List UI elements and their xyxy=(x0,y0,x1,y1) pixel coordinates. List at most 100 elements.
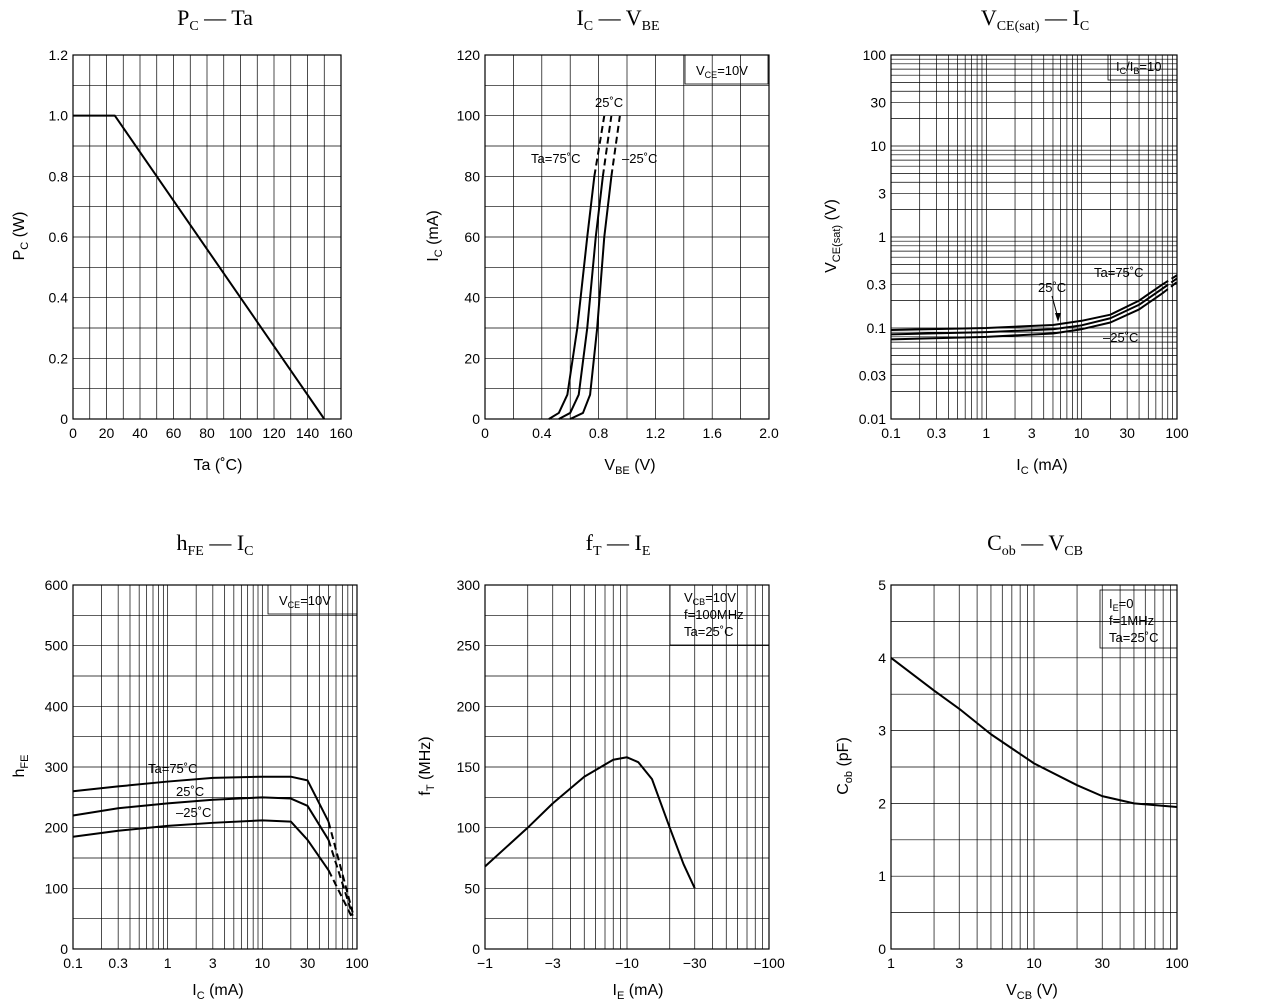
ft-ie-ytick-label: 50 xyxy=(464,880,480,896)
vcesat-ic-ytick-label: 0.03 xyxy=(859,368,886,384)
cob-vcb-title: Cob — VCB xyxy=(987,530,1083,559)
ic-vbe-frame xyxy=(484,54,770,420)
pc-ta-xtick-label: 40 xyxy=(132,425,148,441)
hfe-ic-series-25c-line-dashed xyxy=(327,839,354,916)
ic-vbe-series-ta75c-line xyxy=(548,176,596,420)
ft-ie-plot: −1 −3 −10 −30 −100 0 50 100 150 200 250 300 xyxy=(457,577,785,971)
hfe-ic-xtick-label: 0.1 xyxy=(63,955,83,971)
hfe-ic-ytick-label: 600 xyxy=(45,577,69,593)
ic-vbe-ylabel: IC (mA) xyxy=(425,210,445,262)
vcesat-ic-ytick-label: 100 xyxy=(863,47,887,63)
pc-ta-xtick-label: 120 xyxy=(262,425,286,441)
ic-vbe-series--25c-line xyxy=(569,176,613,420)
svg-text:VCE=10V: VCE=10V xyxy=(279,593,331,610)
ft-ie-xtick-label: −3 xyxy=(545,955,561,971)
hfe-ic-ytick-label: 0 xyxy=(60,941,68,957)
ic-vbe-ytick-label: 40 xyxy=(464,290,480,306)
pc-ta-ytick-label: 1.0 xyxy=(49,108,69,124)
ft-ie-ytick-label: 200 xyxy=(457,698,481,714)
pc-ta-xtick-label: 100 xyxy=(229,425,253,441)
ft-ie-xtick-label: −1 xyxy=(477,955,493,971)
svg-text:VCB=10V: VCB=10V xyxy=(684,590,736,607)
ft-ie-ytick-label: 300 xyxy=(457,577,481,593)
vcesat-ic-series-ta75c-line xyxy=(890,283,1163,332)
cob-vcb-xtick-label: 10 xyxy=(1026,955,1042,971)
hfe-ic-series-25c-line xyxy=(72,796,330,841)
vce-ic-ylabel: VCE(sat) (V) xyxy=(823,199,843,273)
hfe-ic-ytick-label: 100 xyxy=(45,880,69,896)
pc-ta-xtick-label: 60 xyxy=(166,425,182,441)
ic-vbe-xtick-label: 0.4 xyxy=(532,425,552,441)
pc-ta-xtick-label: 0 xyxy=(69,425,77,441)
ic-vbe-label-25: 25˚C xyxy=(595,95,623,110)
vcesat-ic-series--25c-line-dashed xyxy=(1161,281,1178,295)
ic-vbe-xtick-label: 2.0 xyxy=(759,425,779,441)
vce-ic-xlabel: IC (mA) xyxy=(1016,457,1068,477)
hfe-ic-series--25c-line-dashed xyxy=(327,869,354,920)
ft-ie-ytick-label: 250 xyxy=(457,638,481,654)
ft-ie-xtick-label: −10 xyxy=(615,955,639,971)
vcesat-ic-ytick-label: 0.1 xyxy=(867,320,887,336)
ic-vbe-series-25c-line xyxy=(558,176,604,420)
cob-vcb-xlabel: VCB (V) xyxy=(1006,982,1058,1002)
pc-ta-ytick-label: 0.8 xyxy=(49,168,69,184)
pc-ta-series-0-line xyxy=(73,114,326,420)
vcesat-ic-xtick-label: 100 xyxy=(1165,425,1189,441)
hfe-ic-series-ta75c-line-dashed xyxy=(327,821,354,913)
cob-vcb-ytick-label: 0 xyxy=(878,941,886,957)
hfe-ic-series-ta75c-line xyxy=(72,775,330,823)
pc-ta-xtick-label: 140 xyxy=(296,425,320,441)
vcesat-ic-frame xyxy=(890,54,1178,420)
svg-text:f=1MHz: f=1MHz xyxy=(1109,613,1154,628)
vcesat-ic-xtick-label: 30 xyxy=(1119,425,1135,441)
pc-ta-xlabel: Ta (˚C) xyxy=(194,457,243,474)
ic-vbe-xtick-label: 1.2 xyxy=(646,425,666,441)
cob-vcb-xtick-label: 30 xyxy=(1094,955,1110,971)
ic-vbe-title: IC — VBE xyxy=(576,5,659,34)
cob-vcb-xtick-label: 3 xyxy=(955,955,963,971)
ft-ie-series-0-line xyxy=(484,756,696,889)
svg-text:IE=0: IE=0 xyxy=(1109,596,1133,613)
cob-vcb-frame xyxy=(890,584,1178,950)
hfe-ic-xtick-label: 10 xyxy=(255,955,271,971)
hfe-ic-ytick-label: 200 xyxy=(45,820,69,836)
vcesat-ic-ytick-label: 0.01 xyxy=(859,411,886,427)
vcesat-ic-xtick-label: 10 xyxy=(1074,425,1090,441)
ic-vbe-ytick-label: 80 xyxy=(464,168,480,184)
hfe-ic-ylabel: hFE xyxy=(11,755,31,778)
ic-vbe-xtick-label: 1.6 xyxy=(702,425,722,441)
ic-vbe-ytick-label: 100 xyxy=(457,108,481,124)
vce-ic-label-75: Ta=75˚C xyxy=(1094,265,1144,280)
pc-ta-xtick-label: 160 xyxy=(329,425,353,441)
vcesat-ic-series-25c-line-dashed xyxy=(1161,277,1178,290)
cob-vcb-ytick-label: 2 xyxy=(878,795,886,811)
svg-text:Ta=25˚C: Ta=25˚C xyxy=(684,624,734,639)
ic-vbe-ytick-label: 60 xyxy=(464,229,480,245)
cob-vcb-legend: IE=0 f=1MHz Ta=25˚C xyxy=(1099,589,1178,649)
vcesat-ic-ytick-label: 30 xyxy=(870,95,886,111)
pc-ta-xtick-label: 20 xyxy=(99,425,115,441)
hfe-ic-ytick-label: 300 xyxy=(45,759,69,775)
pc-ta-ytick-label: 0.2 xyxy=(49,350,69,366)
hfe-ic-series--25c-line xyxy=(72,819,330,871)
hfe-ic-xtick-label: 0.3 xyxy=(108,955,128,971)
ft-ie-xtick-label: −30 xyxy=(683,955,707,971)
cob-vcb-xtick-label: 100 xyxy=(1165,955,1189,971)
hfe-ic-xtick-label: 1 xyxy=(164,955,172,971)
vcesat-ic-xtick-label: 0.3 xyxy=(927,425,947,441)
hfe-ic-label-m25: –25˚C xyxy=(176,805,211,820)
hfe-ic-plot: 0.1 0.3 1 3 10 30 100 0 100 200 300 400 500 600 xyxy=(45,577,369,971)
vcesat-ic-xtick-label: 3 xyxy=(1028,425,1036,441)
hfe-ic-title: hFE — IC xyxy=(176,530,253,559)
ft-ie-ytick-label: 100 xyxy=(457,820,481,836)
ic-vbe-label-m25: –25˚C xyxy=(622,151,657,166)
ic-vbe-xlabel: VBE (V) xyxy=(604,457,655,477)
hfe-ic-label-25: 25˚C xyxy=(176,784,204,799)
ic-vbe-legend: VCE=10V xyxy=(684,54,769,85)
svg-text:f=100MHz: f=100MHz xyxy=(684,607,744,622)
ft-ie-title: fT — IE xyxy=(586,530,651,559)
ic-vbe-ytick-label: 0 xyxy=(472,411,480,427)
cob-vcb-ytick-label: 4 xyxy=(878,650,886,666)
